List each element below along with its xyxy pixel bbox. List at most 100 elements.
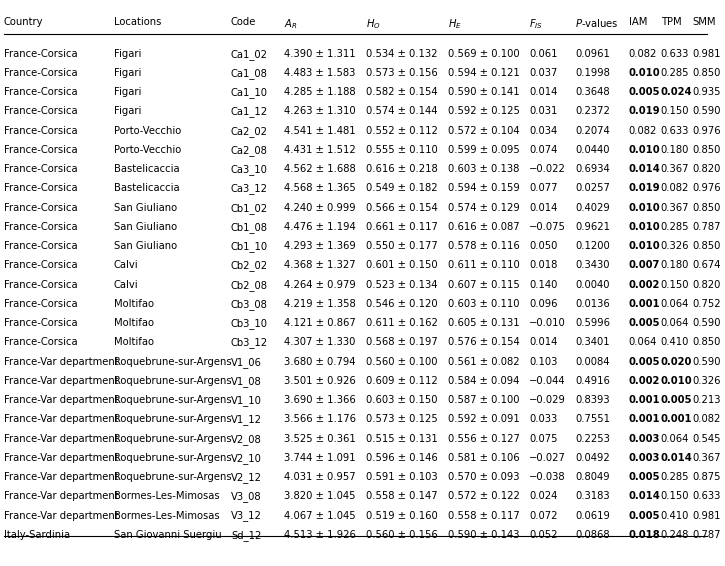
Text: 0.010: 0.010 xyxy=(629,241,660,251)
Text: 0.074: 0.074 xyxy=(529,145,558,155)
Text: 0.4916: 0.4916 xyxy=(576,376,610,386)
Text: 0.549 ± 0.182: 0.549 ± 0.182 xyxy=(366,183,437,194)
Text: −0.022: −0.022 xyxy=(529,164,566,174)
Text: 0.574 ± 0.129: 0.574 ± 0.129 xyxy=(447,203,519,213)
Text: Country: Country xyxy=(4,17,43,27)
Text: 4.568 ± 1.365: 4.568 ± 1.365 xyxy=(284,183,356,194)
Text: 0.0257: 0.0257 xyxy=(576,183,610,194)
Text: 0.3430: 0.3430 xyxy=(576,260,610,271)
Text: $F_{IS}$: $F_{IS}$ xyxy=(529,17,543,31)
Text: 0.213: 0.213 xyxy=(692,395,721,405)
Text: 0.150: 0.150 xyxy=(660,106,689,117)
Text: France-Var department: France-Var department xyxy=(4,453,118,463)
Text: 0.605 ± 0.131: 0.605 ± 0.131 xyxy=(447,318,519,328)
Text: Moltifao: Moltifao xyxy=(114,318,154,328)
Text: 0.534 ± 0.132: 0.534 ± 0.132 xyxy=(366,49,437,59)
Text: 0.572 ± 0.104: 0.572 ± 0.104 xyxy=(447,126,519,136)
Text: 0.850: 0.850 xyxy=(692,68,721,78)
Text: 0.410: 0.410 xyxy=(660,511,689,521)
Text: 0.7551: 0.7551 xyxy=(576,414,610,424)
Text: 0.005: 0.005 xyxy=(629,511,660,521)
Text: 0.019: 0.019 xyxy=(629,183,660,194)
Text: 0.082: 0.082 xyxy=(660,183,689,194)
Text: Cb1_10: Cb1_10 xyxy=(231,241,268,252)
Text: Ca1_12: Ca1_12 xyxy=(231,106,268,117)
Text: Figari: Figari xyxy=(114,106,141,117)
Text: 0.3401: 0.3401 xyxy=(576,337,610,348)
Text: 0.2074: 0.2074 xyxy=(576,126,610,136)
Text: France-Var department: France-Var department xyxy=(4,434,118,444)
Text: 0.587 ± 0.100: 0.587 ± 0.100 xyxy=(447,395,519,405)
Text: 0.590 ± 0.143: 0.590 ± 0.143 xyxy=(447,530,519,540)
Text: 0.024: 0.024 xyxy=(529,491,558,501)
Text: 0.0619: 0.0619 xyxy=(576,511,610,521)
Text: 0.592 ± 0.091: 0.592 ± 0.091 xyxy=(447,414,519,424)
Text: 0.616 ± 0.087: 0.616 ± 0.087 xyxy=(447,222,519,232)
Text: 0.014: 0.014 xyxy=(629,164,660,174)
Text: 0.285: 0.285 xyxy=(660,472,689,482)
Text: 0.935: 0.935 xyxy=(692,87,721,97)
Text: 0.633: 0.633 xyxy=(660,126,689,136)
Text: France-Corsica: France-Corsica xyxy=(4,49,77,59)
Text: 0.546 ± 0.120: 0.546 ± 0.120 xyxy=(366,299,437,309)
Text: 0.103: 0.103 xyxy=(529,357,558,367)
Text: 0.1998: 0.1998 xyxy=(576,68,610,78)
Text: San Giuliano: San Giuliano xyxy=(114,222,177,232)
Text: 3.566 ± 1.176: 3.566 ± 1.176 xyxy=(284,414,356,424)
Text: 4.562 ± 1.688: 4.562 ± 1.688 xyxy=(284,164,356,174)
Text: 0.0961: 0.0961 xyxy=(576,49,610,59)
Text: V1_10: V1_10 xyxy=(231,395,262,406)
Text: Ca2_08: Ca2_08 xyxy=(231,145,268,156)
Text: 0.005: 0.005 xyxy=(629,318,660,328)
Text: 0.555 ± 0.110: 0.555 ± 0.110 xyxy=(366,145,438,155)
Text: −0.010: −0.010 xyxy=(529,318,566,328)
Text: 3.525 ± 0.361: 3.525 ± 0.361 xyxy=(284,434,356,444)
Text: 0.569 ± 0.100: 0.569 ± 0.100 xyxy=(447,49,519,59)
Text: 0.010: 0.010 xyxy=(660,376,692,386)
Text: 0.558 ± 0.117: 0.558 ± 0.117 xyxy=(447,511,519,521)
Text: 0.0492: 0.0492 xyxy=(576,453,610,463)
Text: Porto-Vecchio: Porto-Vecchio xyxy=(114,126,181,136)
Text: 0.140: 0.140 xyxy=(529,280,558,290)
Text: −0.075: −0.075 xyxy=(529,222,566,232)
Text: 0.5996: 0.5996 xyxy=(576,318,610,328)
Text: 4.031 ± 0.957: 4.031 ± 0.957 xyxy=(284,472,356,482)
Text: 0.002: 0.002 xyxy=(629,376,660,386)
Text: Ca2_02: Ca2_02 xyxy=(231,126,268,136)
Text: $A_R$: $A_R$ xyxy=(284,17,298,31)
Text: France-Corsica: France-Corsica xyxy=(4,68,77,78)
Text: 0.285: 0.285 xyxy=(660,222,689,232)
Text: France-Var department: France-Var department xyxy=(4,395,118,405)
Text: 0.014: 0.014 xyxy=(529,87,558,97)
Text: Cb1_08: Cb1_08 xyxy=(231,222,268,233)
Text: Cb2_02: Cb2_02 xyxy=(231,260,268,271)
Text: 3.744 ± 1.091: 3.744 ± 1.091 xyxy=(284,453,356,463)
Text: 0.018: 0.018 xyxy=(629,530,660,540)
Text: 0.594 ± 0.159: 0.594 ± 0.159 xyxy=(447,183,519,194)
Text: 0.082: 0.082 xyxy=(629,49,657,59)
Text: 0.019: 0.019 xyxy=(629,106,660,117)
Text: 0.519 ± 0.160: 0.519 ± 0.160 xyxy=(366,511,438,521)
Text: 4.285 ± 1.188: 4.285 ± 1.188 xyxy=(284,87,356,97)
Text: 0.560 ± 0.100: 0.560 ± 0.100 xyxy=(366,357,437,367)
Text: 0.8049: 0.8049 xyxy=(576,472,610,482)
Text: 0.180: 0.180 xyxy=(660,145,689,155)
Text: 0.596 ± 0.146: 0.596 ± 0.146 xyxy=(366,453,438,463)
Text: 0.005: 0.005 xyxy=(629,357,660,367)
Text: 4.293 ± 1.369: 4.293 ± 1.369 xyxy=(284,241,356,251)
Text: 0.8393: 0.8393 xyxy=(576,395,610,405)
Text: Figari: Figari xyxy=(114,87,141,97)
Text: Bastelicaccia: Bastelicaccia xyxy=(114,183,179,194)
Text: 0.590: 0.590 xyxy=(692,106,721,117)
Text: $P$-values: $P$-values xyxy=(576,17,619,29)
Text: 0.566 ± 0.154: 0.566 ± 0.154 xyxy=(366,203,438,213)
Text: 0.570 ± 0.093: 0.570 ± 0.093 xyxy=(447,472,519,482)
Text: Roquebrune-sur-Argens: Roquebrune-sur-Argens xyxy=(114,376,231,386)
Text: Ca1_08: Ca1_08 xyxy=(231,68,268,79)
Text: 0.0868: 0.0868 xyxy=(576,530,610,540)
Text: 4.390 ± 1.311: 4.390 ± 1.311 xyxy=(284,49,356,59)
Text: 0.285: 0.285 xyxy=(660,68,689,78)
Text: 4.483 ± 1.583: 4.483 ± 1.583 xyxy=(284,68,355,78)
Text: Roquebrune-sur-Argens: Roquebrune-sur-Argens xyxy=(114,453,231,463)
Text: 0.064: 0.064 xyxy=(629,337,657,348)
